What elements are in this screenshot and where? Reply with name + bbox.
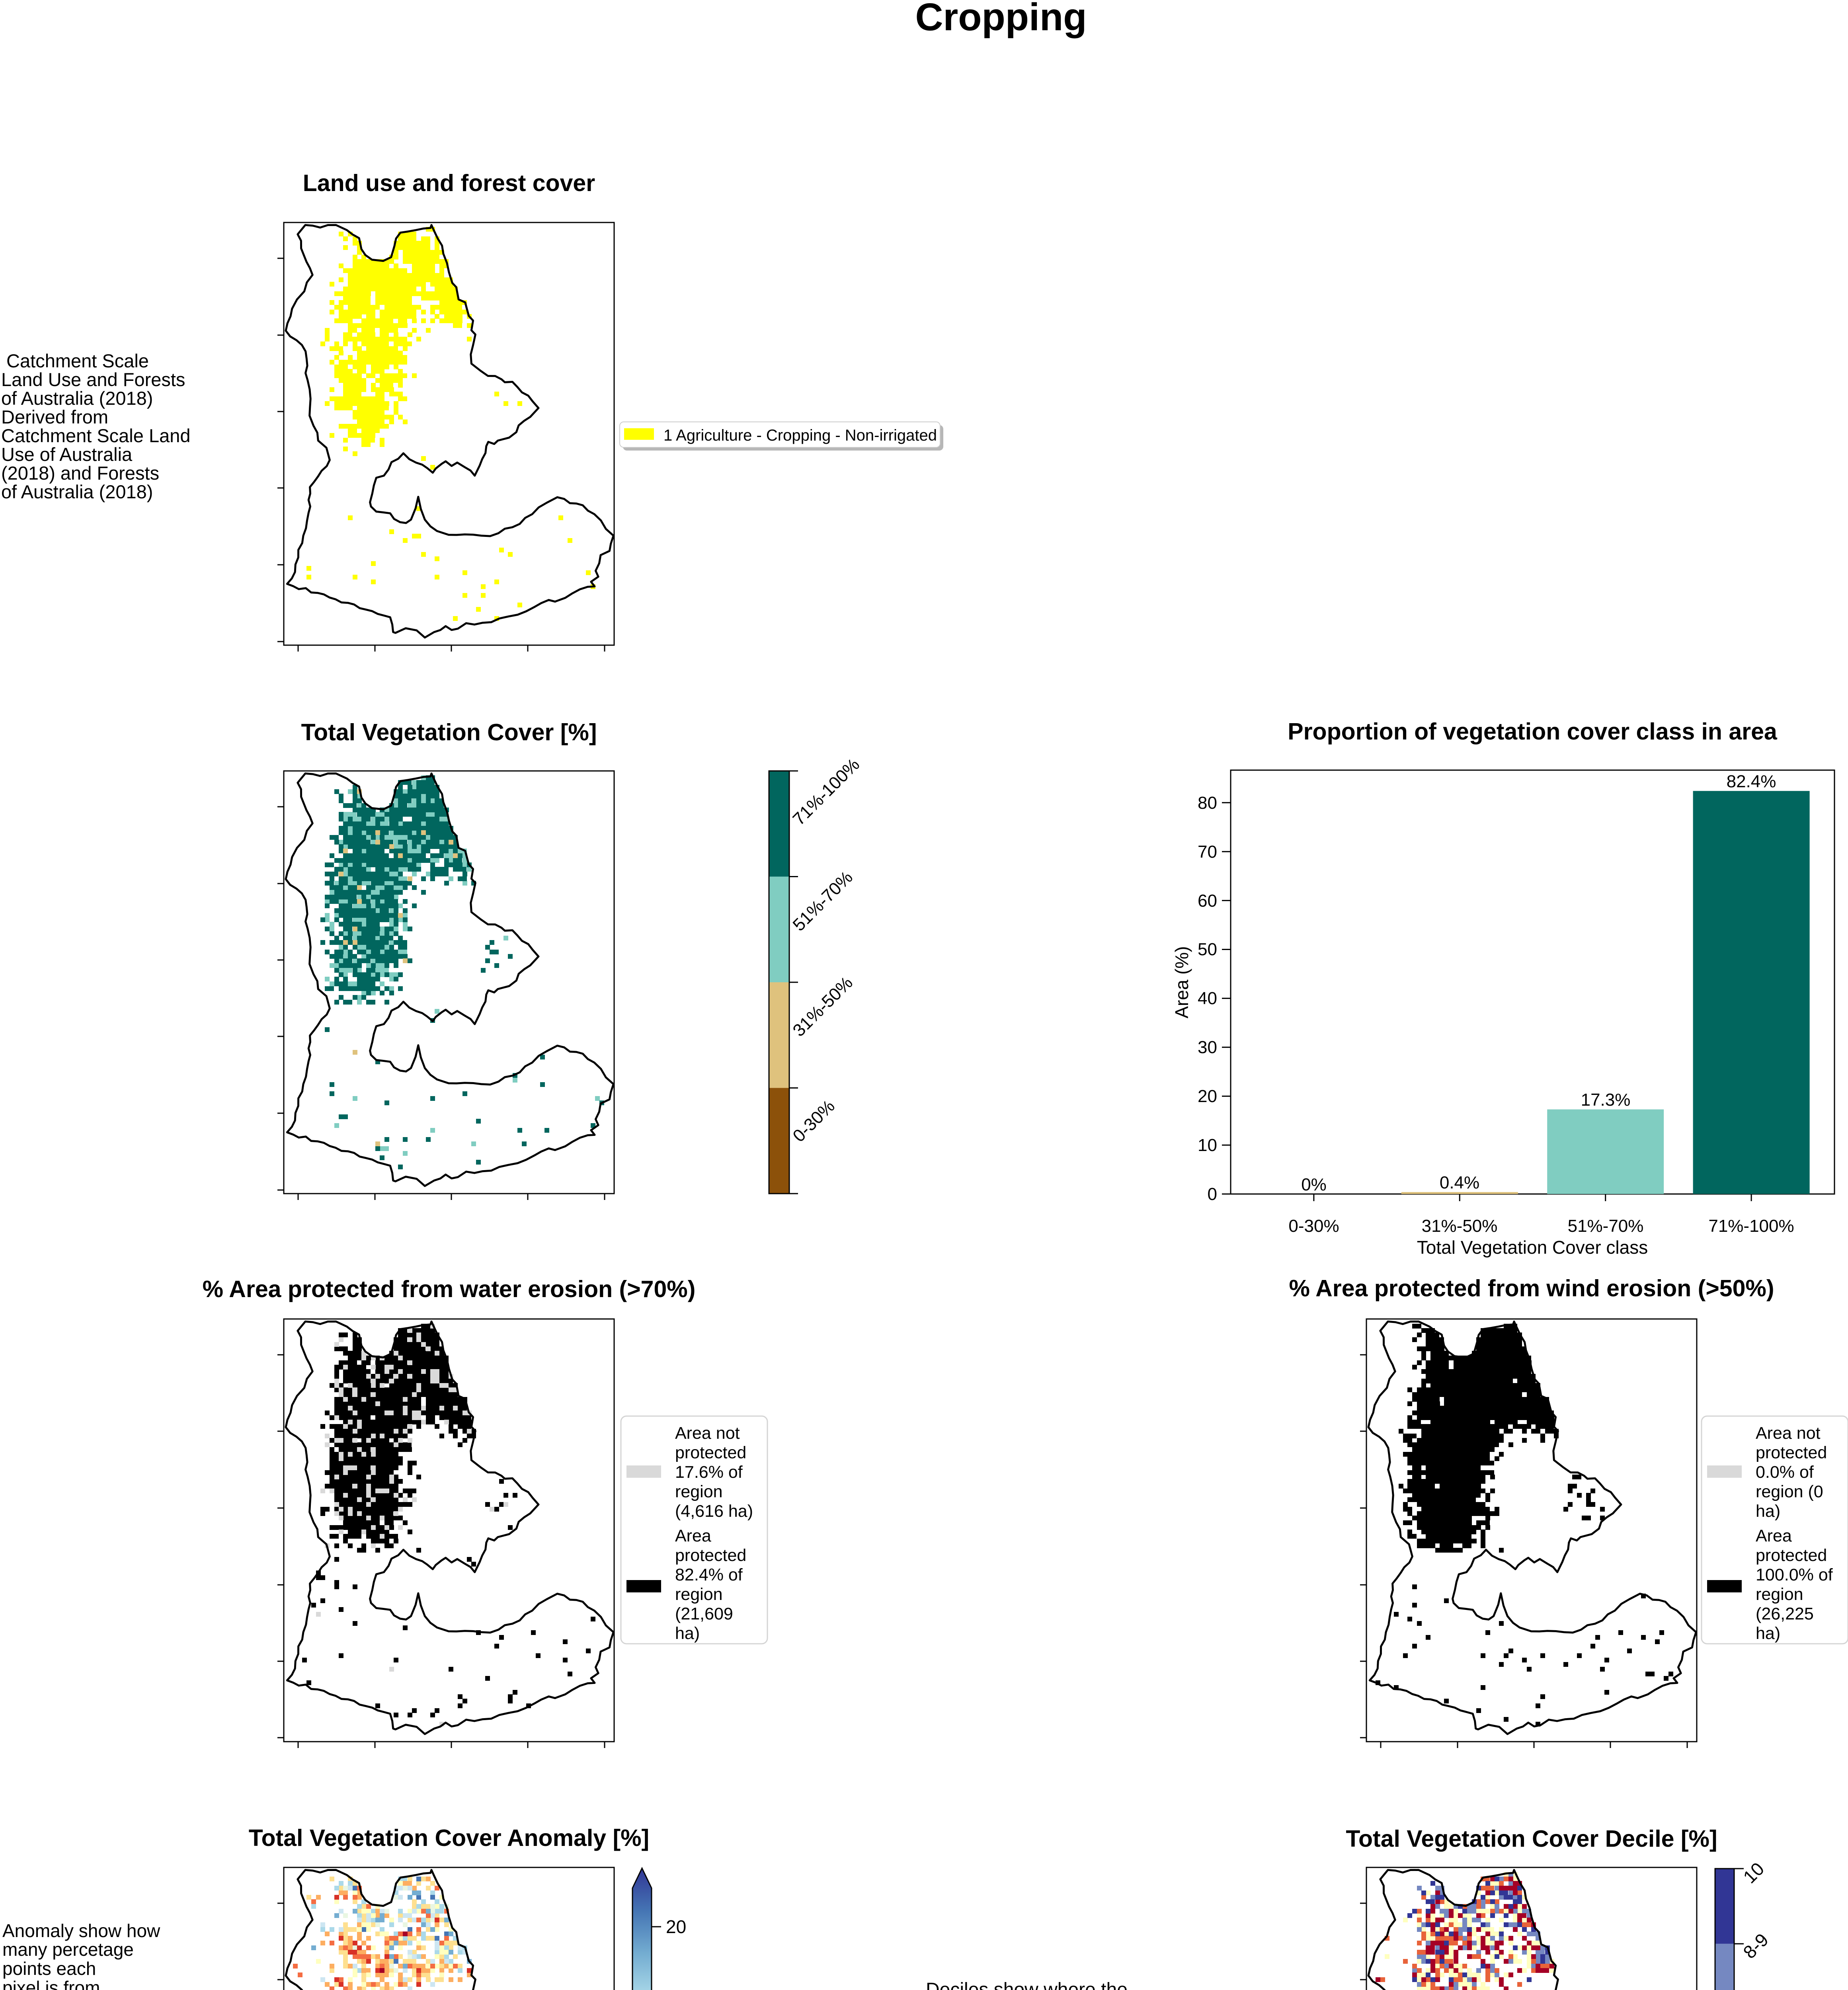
svg-text:0-30%: 0-30% [1288,1216,1339,1236]
svg-text:Derived from: Derived from [1,406,108,427]
svg-text:30: 30 [1198,1038,1217,1057]
svg-text:Total Vegetation Cover Anomaly: Total Vegetation Cover Anomaly [%] [249,1825,649,1851]
svg-text:60: 60 [1198,891,1217,911]
svg-text:71%-100%: 71%-100% [1708,1216,1794,1236]
svg-text:Area (%): Area (%) [1171,946,1192,1018]
svg-text:ha): ha) [675,1624,700,1643]
svg-text:31%-50%: 31%-50% [1422,1216,1498,1236]
svg-text:50: 50 [1198,940,1217,959]
svg-text:(2018) and Forests: (2018) and Forests [1,462,159,484]
svg-text:0.4%: 0.4% [1440,1173,1479,1192]
svg-text:Total Vegetation Cover class: Total Vegetation Cover class [1417,1237,1648,1258]
svg-text:Catchment Scale Land: Catchment Scale Land [1,425,191,446]
svg-text:100.0% of: 100.0% of [1756,1565,1833,1584]
svg-text:1 Agriculture - Cropping - Non: 1 Agriculture - Cropping - Non-irrigated [663,427,937,444]
svg-text:ha): ha) [1756,1624,1780,1643]
svg-text:70: 70 [1198,842,1217,862]
svg-text:17.3%: 17.3% [1581,1090,1631,1110]
svg-text:80: 80 [1198,793,1217,813]
svg-text:82.4% of: 82.4% of [675,1565,743,1584]
svg-text:Anomaly show how: Anomaly show how [2,1920,160,1941]
svg-text:Area not: Area not [1756,1424,1821,1443]
svg-text:pixel is from: pixel is from [2,1977,100,1990]
svg-text:% Area protected from water er: % Area protected from water erosion (>70… [203,1276,696,1302]
svg-text:0: 0 [1208,1184,1217,1204]
svg-text:Deciles show where the: Deciles show where the [926,1979,1128,1990]
svg-text:Total Vegetation Cover Decile: Total Vegetation Cover Decile [%] [1346,1826,1717,1852]
svg-text:20: 20 [1198,1087,1217,1106]
svg-text:0.0% of: 0.0% of [1756,1463,1814,1482]
svg-text:points each: points each [2,1958,96,1979]
svg-text:region (0: region (0 [1756,1482,1823,1501]
svg-text:51%-70%: 51%-70% [1568,1216,1644,1236]
svg-text:many percetage: many percetage [2,1939,134,1960]
svg-text:Catchment Scale: Catchment Scale [1,350,149,371]
svg-text:Proportion of vegetation cover: Proportion of vegetation cover class in … [1288,718,1778,745]
svg-text:Land use and forest cover: Land use and forest cover [303,170,595,196]
svg-text:Area not: Area not [675,1424,740,1443]
svg-text:region: region [1756,1585,1803,1604]
svg-text:protected: protected [675,1546,746,1565]
svg-text:10: 10 [1198,1135,1217,1155]
svg-text:Cropping: Cropping [915,0,1087,39]
svg-text:(26,225: (26,225 [1756,1604,1814,1623]
svg-text:ha): ha) [1756,1502,1780,1521]
svg-text:Land Use and Forests: Land Use and Forests [1,369,185,390]
svg-text:Total Vegetation Cover [%]: Total Vegetation Cover [%] [301,719,597,745]
svg-text:0%: 0% [1301,1175,1327,1194]
svg-text:region: region [675,1482,723,1501]
svg-text:Area: Area [675,1526,711,1545]
svg-text:protected: protected [1756,1546,1827,1565]
svg-text:% Area protected from wind ero: % Area protected from wind erosion (>50%… [1289,1275,1774,1301]
svg-text:region: region [675,1585,723,1604]
svg-text:(4,616 ha): (4,616 ha) [675,1502,753,1521]
svg-text:Area: Area [1756,1526,1792,1545]
svg-text:40: 40 [1198,989,1217,1008]
svg-text:17.6% of: 17.6% of [675,1463,743,1482]
svg-text:protected: protected [675,1443,746,1462]
svg-text:(21,609: (21,609 [675,1604,733,1623]
svg-text:protected: protected [1756,1443,1827,1462]
svg-text:of Australia (2018): of Australia (2018) [1,388,153,409]
svg-text:82.4%: 82.4% [1727,772,1776,791]
svg-text:20: 20 [666,1916,686,1937]
svg-text:of Australia (2018): of Australia (2018) [1,481,153,502]
svg-text:Use of Australia: Use of Australia [1,444,133,465]
